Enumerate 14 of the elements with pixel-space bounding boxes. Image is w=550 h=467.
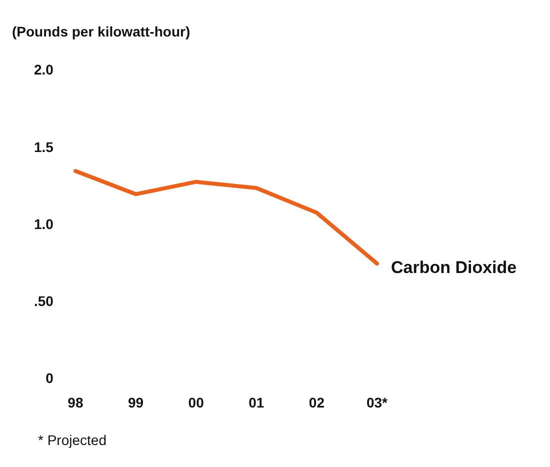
y-tick-label: .50 [34, 292, 54, 309]
x-tick-label: 00 [188, 394, 204, 410]
x-tick-label: 02 [308, 394, 325, 410]
y-tick-label: 0 [46, 370, 54, 386]
x-tick-label: 03* [366, 394, 388, 410]
y-tick-label: 1.5 [34, 138, 54, 155]
x-tick-label: 98 [68, 394, 84, 410]
x-tick-label: 99 [128, 394, 144, 410]
x-tick-label: 01 [248, 394, 264, 410]
series-label: Carbon Dioxide [391, 258, 517, 278]
text: * Projected [38, 432, 108, 448]
chart-title: (Pounds per kilowatt-hour) [12, 23, 190, 40]
y-tick-label: 1.0 [34, 216, 54, 232]
y-tick-label: 2.0 [34, 62, 54, 78]
